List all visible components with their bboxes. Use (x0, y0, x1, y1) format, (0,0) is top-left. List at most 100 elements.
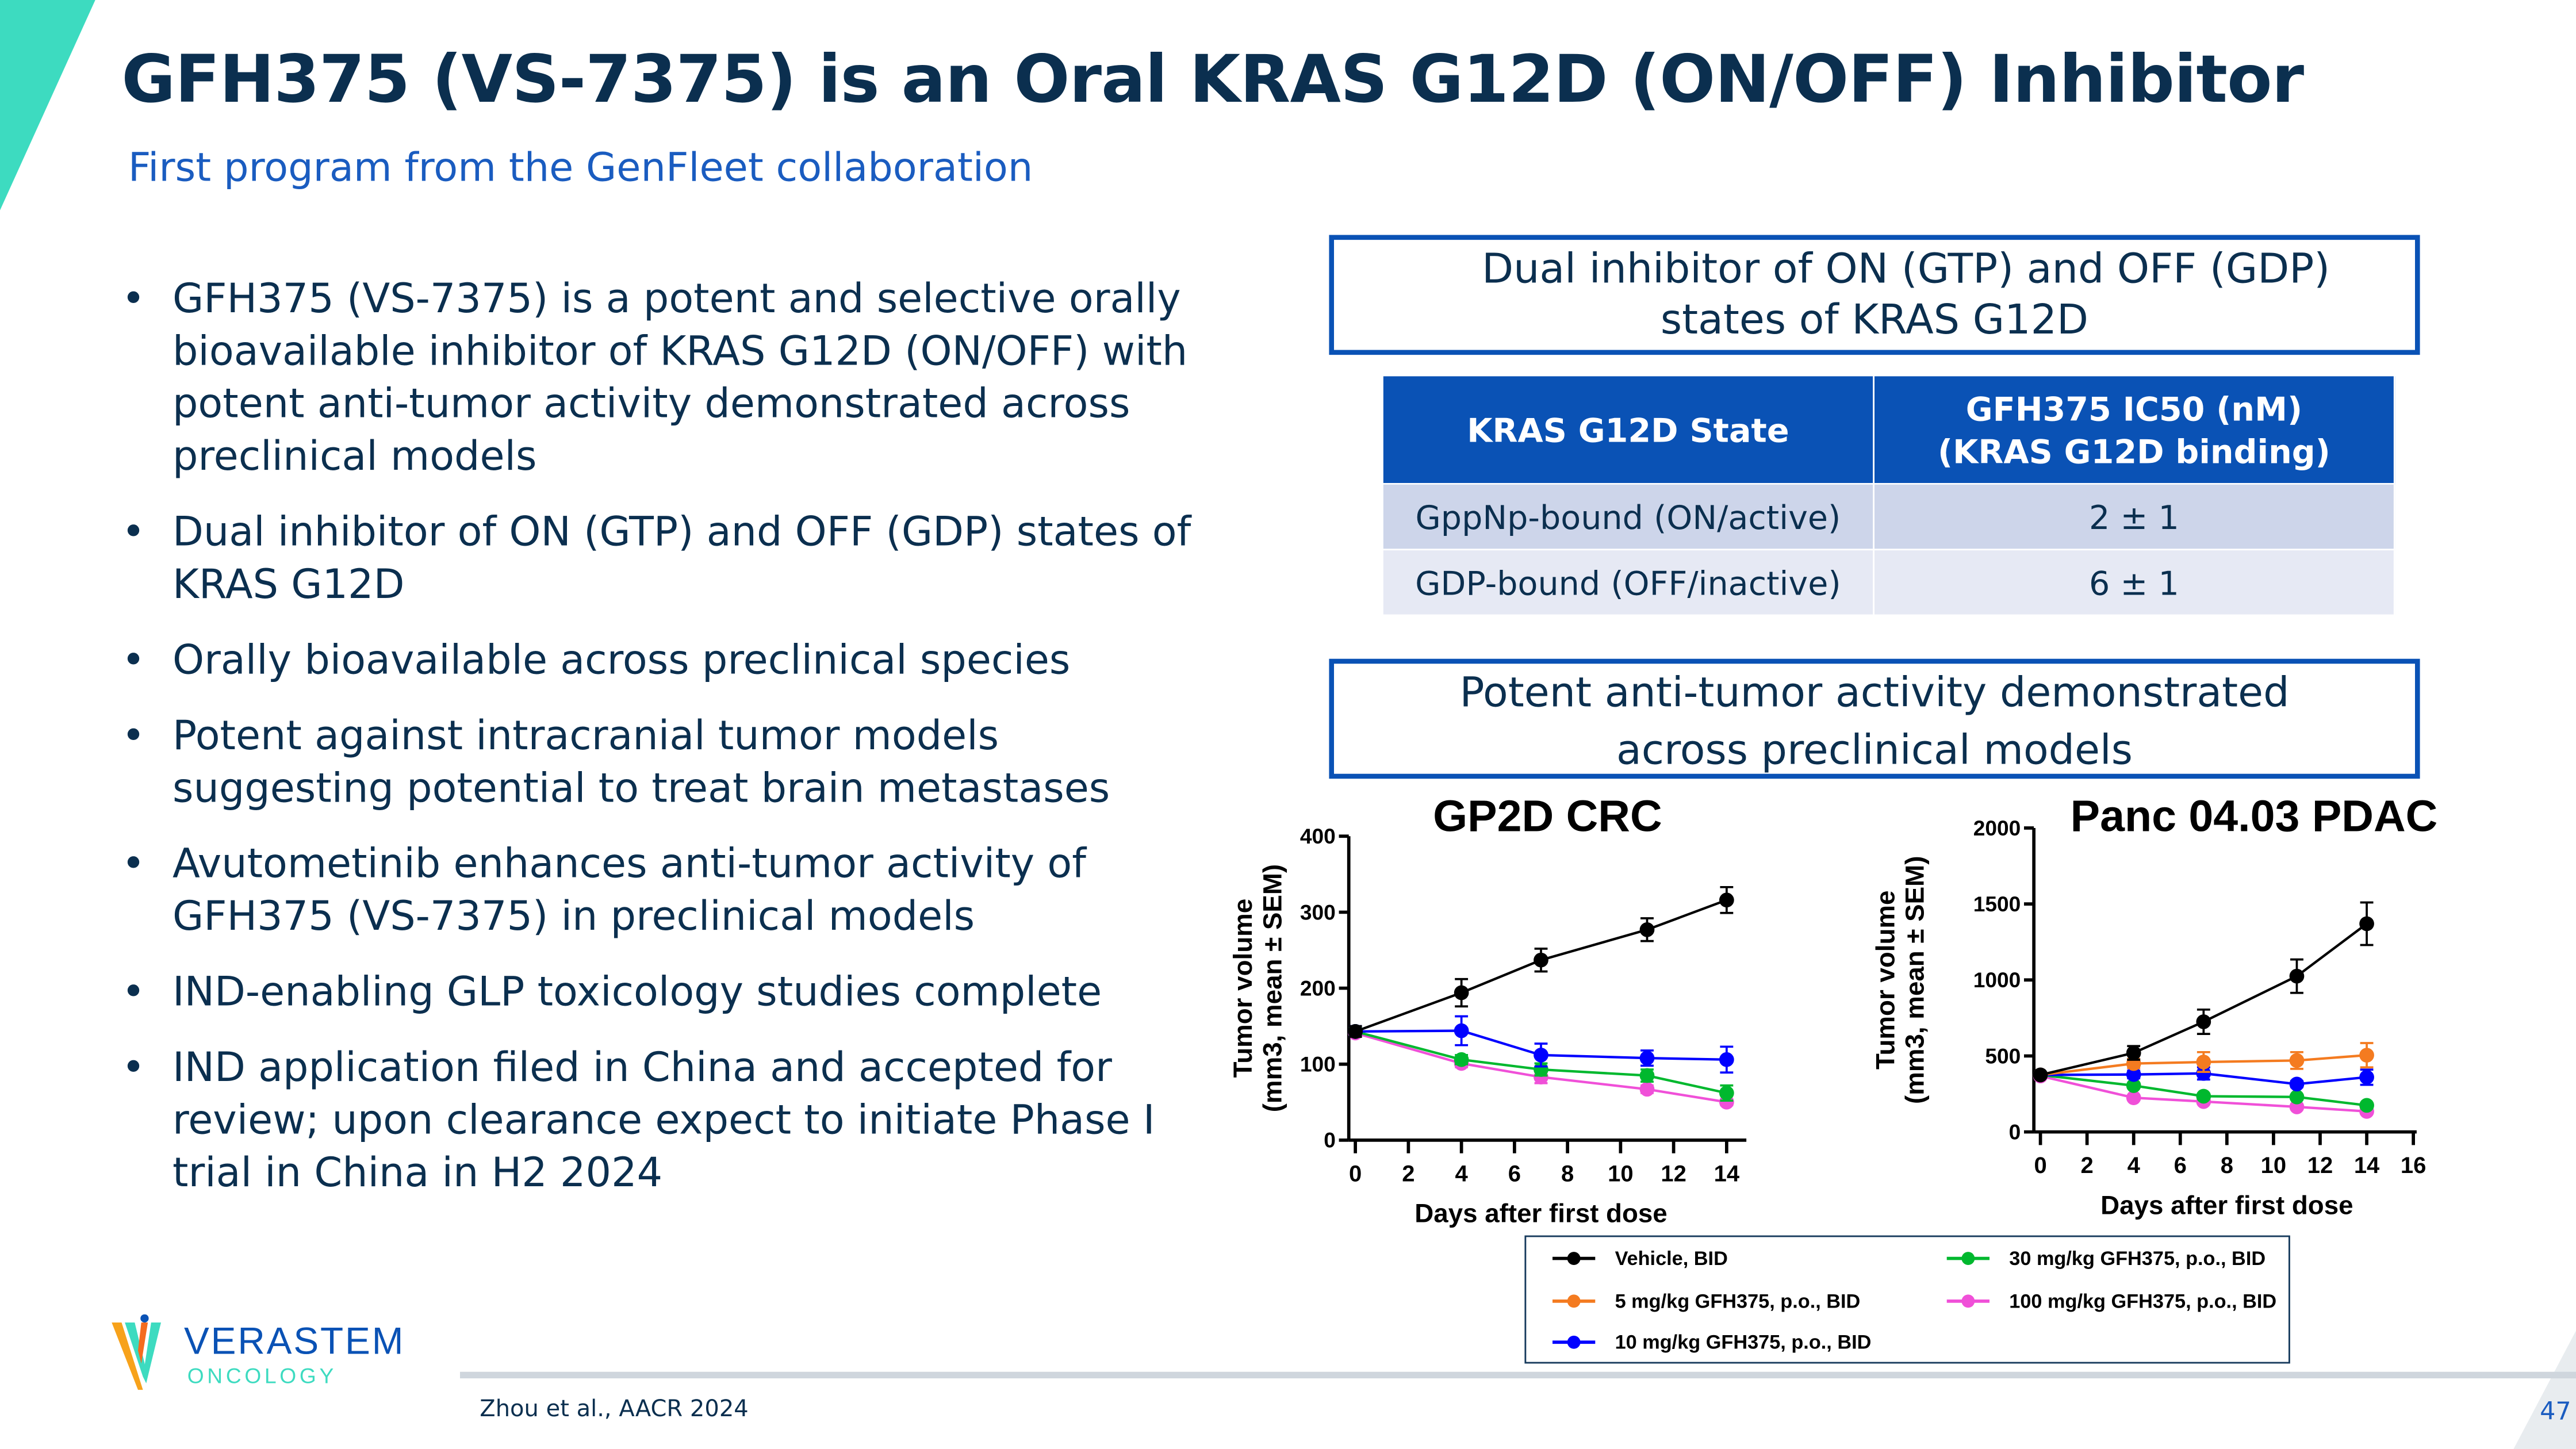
legend-label: Vehicle, BID (1615, 1247, 1728, 1270)
y-tick-label: 400 (1300, 824, 1336, 848)
table-cell: GppNp-bound (ON/active) (1381, 483, 1875, 551)
data-point (2126, 1090, 2141, 1105)
bullet-item: IND-enabling GLP toxicology studies comp… (121, 966, 1206, 1018)
x-tick-label: 2 (2081, 1153, 2094, 1178)
legend-item: 5 mg/kg GFH375, p.o., BID (1549, 1290, 1860, 1313)
x-tick-label: 16 (2401, 1153, 2426, 1178)
x-tick-label: 4 (1455, 1161, 1469, 1186)
column-header: GFH375 IC50 (nM) (KRAS G12D binding) (1873, 374, 2395, 485)
antitumor-callout: Potent anti-tumor activity demonstrated … (1329, 658, 2420, 779)
data-point (1639, 1068, 1655, 1083)
footer-divider (460, 1371, 2576, 1379)
page-title: GFH375 (VS-7375) is an Oral KRAS G12D (O… (121, 43, 2304, 118)
data-point (2126, 1045, 2141, 1061)
legend-marker-icon (1946, 1294, 1990, 1308)
callout-line: Dual inhibitor of ON (GTP) and OFF (GDP) (1482, 244, 2330, 293)
data-point (1534, 1048, 1548, 1063)
table-header-row: KRAS G12D State GFH375 IC50 (nM) (KRAS G… (1381, 374, 2395, 485)
y-axis-label: (mm3, mean ± SEM) (1900, 856, 1930, 1104)
ic50-table: KRAS G12D State GFH375 IC50 (nM) (KRAS G… (1381, 374, 2395, 616)
data-point (1639, 1051, 1655, 1065)
legend-item: Vehicle, BID (1549, 1247, 1728, 1270)
bullet-item: Orally bioavailable across preclinical s… (121, 634, 1206, 687)
data-point (2196, 1088, 2211, 1104)
y-tick-label: 2000 (1973, 816, 2021, 840)
data-point (2359, 1070, 2374, 1085)
x-tick-label: 12 (2307, 1153, 2333, 1178)
data-point (2289, 968, 2305, 984)
bullet-item: Avutometinib enhances anti-tumor activit… (121, 838, 1206, 943)
verastem-logo-mark: VERASTEM ONCOLOGY (112, 1314, 405, 1390)
chart-title: Panc 04.03 PDAC (2071, 792, 2438, 841)
data-point (2289, 1076, 2305, 1092)
x-tick-label: 14 (1714, 1161, 1740, 1186)
x-axis-label: Days after first dose (2100, 1190, 2353, 1220)
table-row: GDP-bound (OFF/inactive) 6 ± 1 (1381, 549, 2395, 616)
column-header-line: GFH375 IC50 (nM) (1965, 388, 2303, 428)
legend-marker-icon (1552, 1294, 1596, 1308)
legend-label: 30 mg/kg GFH375, p.o., BID (2009, 1247, 2266, 1270)
page-number: 47 (2540, 1396, 2571, 1426)
legend-label: 100 mg/kg GFH375, p.o., BID (2009, 1289, 2277, 1313)
data-point (2196, 1014, 2211, 1029)
x-tick-label: 6 (1508, 1161, 1521, 1186)
y-tick-label: 0 (1324, 1128, 1336, 1152)
data-point (1639, 922, 1655, 937)
verastem-logo: VERASTEM ONCOLOGY (112, 1314, 440, 1403)
data-point (2359, 1098, 2374, 1113)
data-point (2126, 1067, 2141, 1082)
y-tick-label: 1500 (1973, 892, 2021, 916)
x-tick-label: 14 (2354, 1153, 2380, 1178)
page-subtitle: First program from the GenFleet collabor… (128, 144, 1033, 191)
bullet-item: Dual inhibitor of ON (GTP) and OFF (GDP)… (121, 506, 1206, 611)
y-axis-label: (mm3, mean ± SEM) (1258, 864, 1287, 1112)
corner-accent-shape (0, 0, 95, 210)
column-header-line: (KRAS G12D binding) (1938, 431, 2330, 471)
legend-marker-icon (1946, 1252, 1990, 1265)
citation: Zhou et al., AACR 2024 (480, 1396, 749, 1423)
callout-line: across preclinical models (1616, 726, 2133, 774)
y-tick-label: 500 (1985, 1044, 2021, 1068)
x-tick-label: 8 (1561, 1161, 1574, 1186)
legend-marker-icon (1552, 1252, 1596, 1265)
x-tick-label: 8 (2221, 1153, 2233, 1178)
x-tick-label: 4 (2128, 1153, 2141, 1178)
data-point (1719, 1052, 1734, 1067)
x-tick-label: 0 (2034, 1153, 2046, 1178)
y-axis-label: Tumor volume (1228, 899, 1258, 1078)
data-point (2126, 1078, 2141, 1093)
svg-text:ONCOLOGY: ONCOLOGY (187, 1364, 337, 1388)
y-tick-label: 300 (1300, 900, 1336, 924)
data-point (1719, 1086, 1734, 1101)
y-tick-label: 1000 (1973, 968, 2021, 992)
legend-item: 10 mg/kg GFH375, p.o., BID (1549, 1331, 1871, 1354)
x-tick-label: 12 (1661, 1161, 1686, 1186)
svg-text:VERASTEM: VERASTEM (184, 1320, 405, 1362)
table-cell: 2 ± 1 (1873, 483, 2395, 551)
bullet-item: IND application filed in China and accep… (121, 1041, 1206, 1199)
data-point (2359, 1048, 2374, 1063)
y-tick-label: 0 (2009, 1120, 2021, 1144)
y-tick-label: 200 (1300, 976, 1336, 1000)
data-point (1454, 985, 1469, 1000)
data-point (1454, 1023, 1469, 1038)
data-point (1534, 952, 1548, 968)
legend-item: 30 mg/kg GFH375, p.o., BID (1943, 1247, 2266, 1270)
legend-label: 5 mg/kg GFH375, p.o., BID (1615, 1289, 1861, 1313)
data-point (2196, 1065, 2211, 1081)
bullet-list: GFH375 (VS-7375) is a potent and selecti… (121, 273, 1206, 1222)
bullet-item: Potent against intracranial tumor models… (121, 710, 1206, 815)
bullet-item: GFH375 (VS-7375) is a potent and selecti… (121, 273, 1206, 483)
table-cell: 6 ± 1 (1873, 549, 2395, 616)
x-tick-label: 0 (1349, 1161, 1362, 1186)
legend-marker-icon (1552, 1335, 1596, 1349)
x-tick-label: 2 (1402, 1161, 1414, 1186)
data-point (2289, 1089, 2305, 1105)
x-axis-label: Days after first dose (1414, 1199, 1667, 1228)
data-point (2033, 1067, 2048, 1083)
callout-line: states of KRAS G12D (1660, 296, 2089, 344)
table-cell: GDP-bound (OFF/inactive) (1381, 549, 1875, 616)
x-tick-label: 6 (2174, 1153, 2187, 1178)
legend-label: 10 mg/kg GFH375, p.o., BID (1615, 1331, 1872, 1354)
